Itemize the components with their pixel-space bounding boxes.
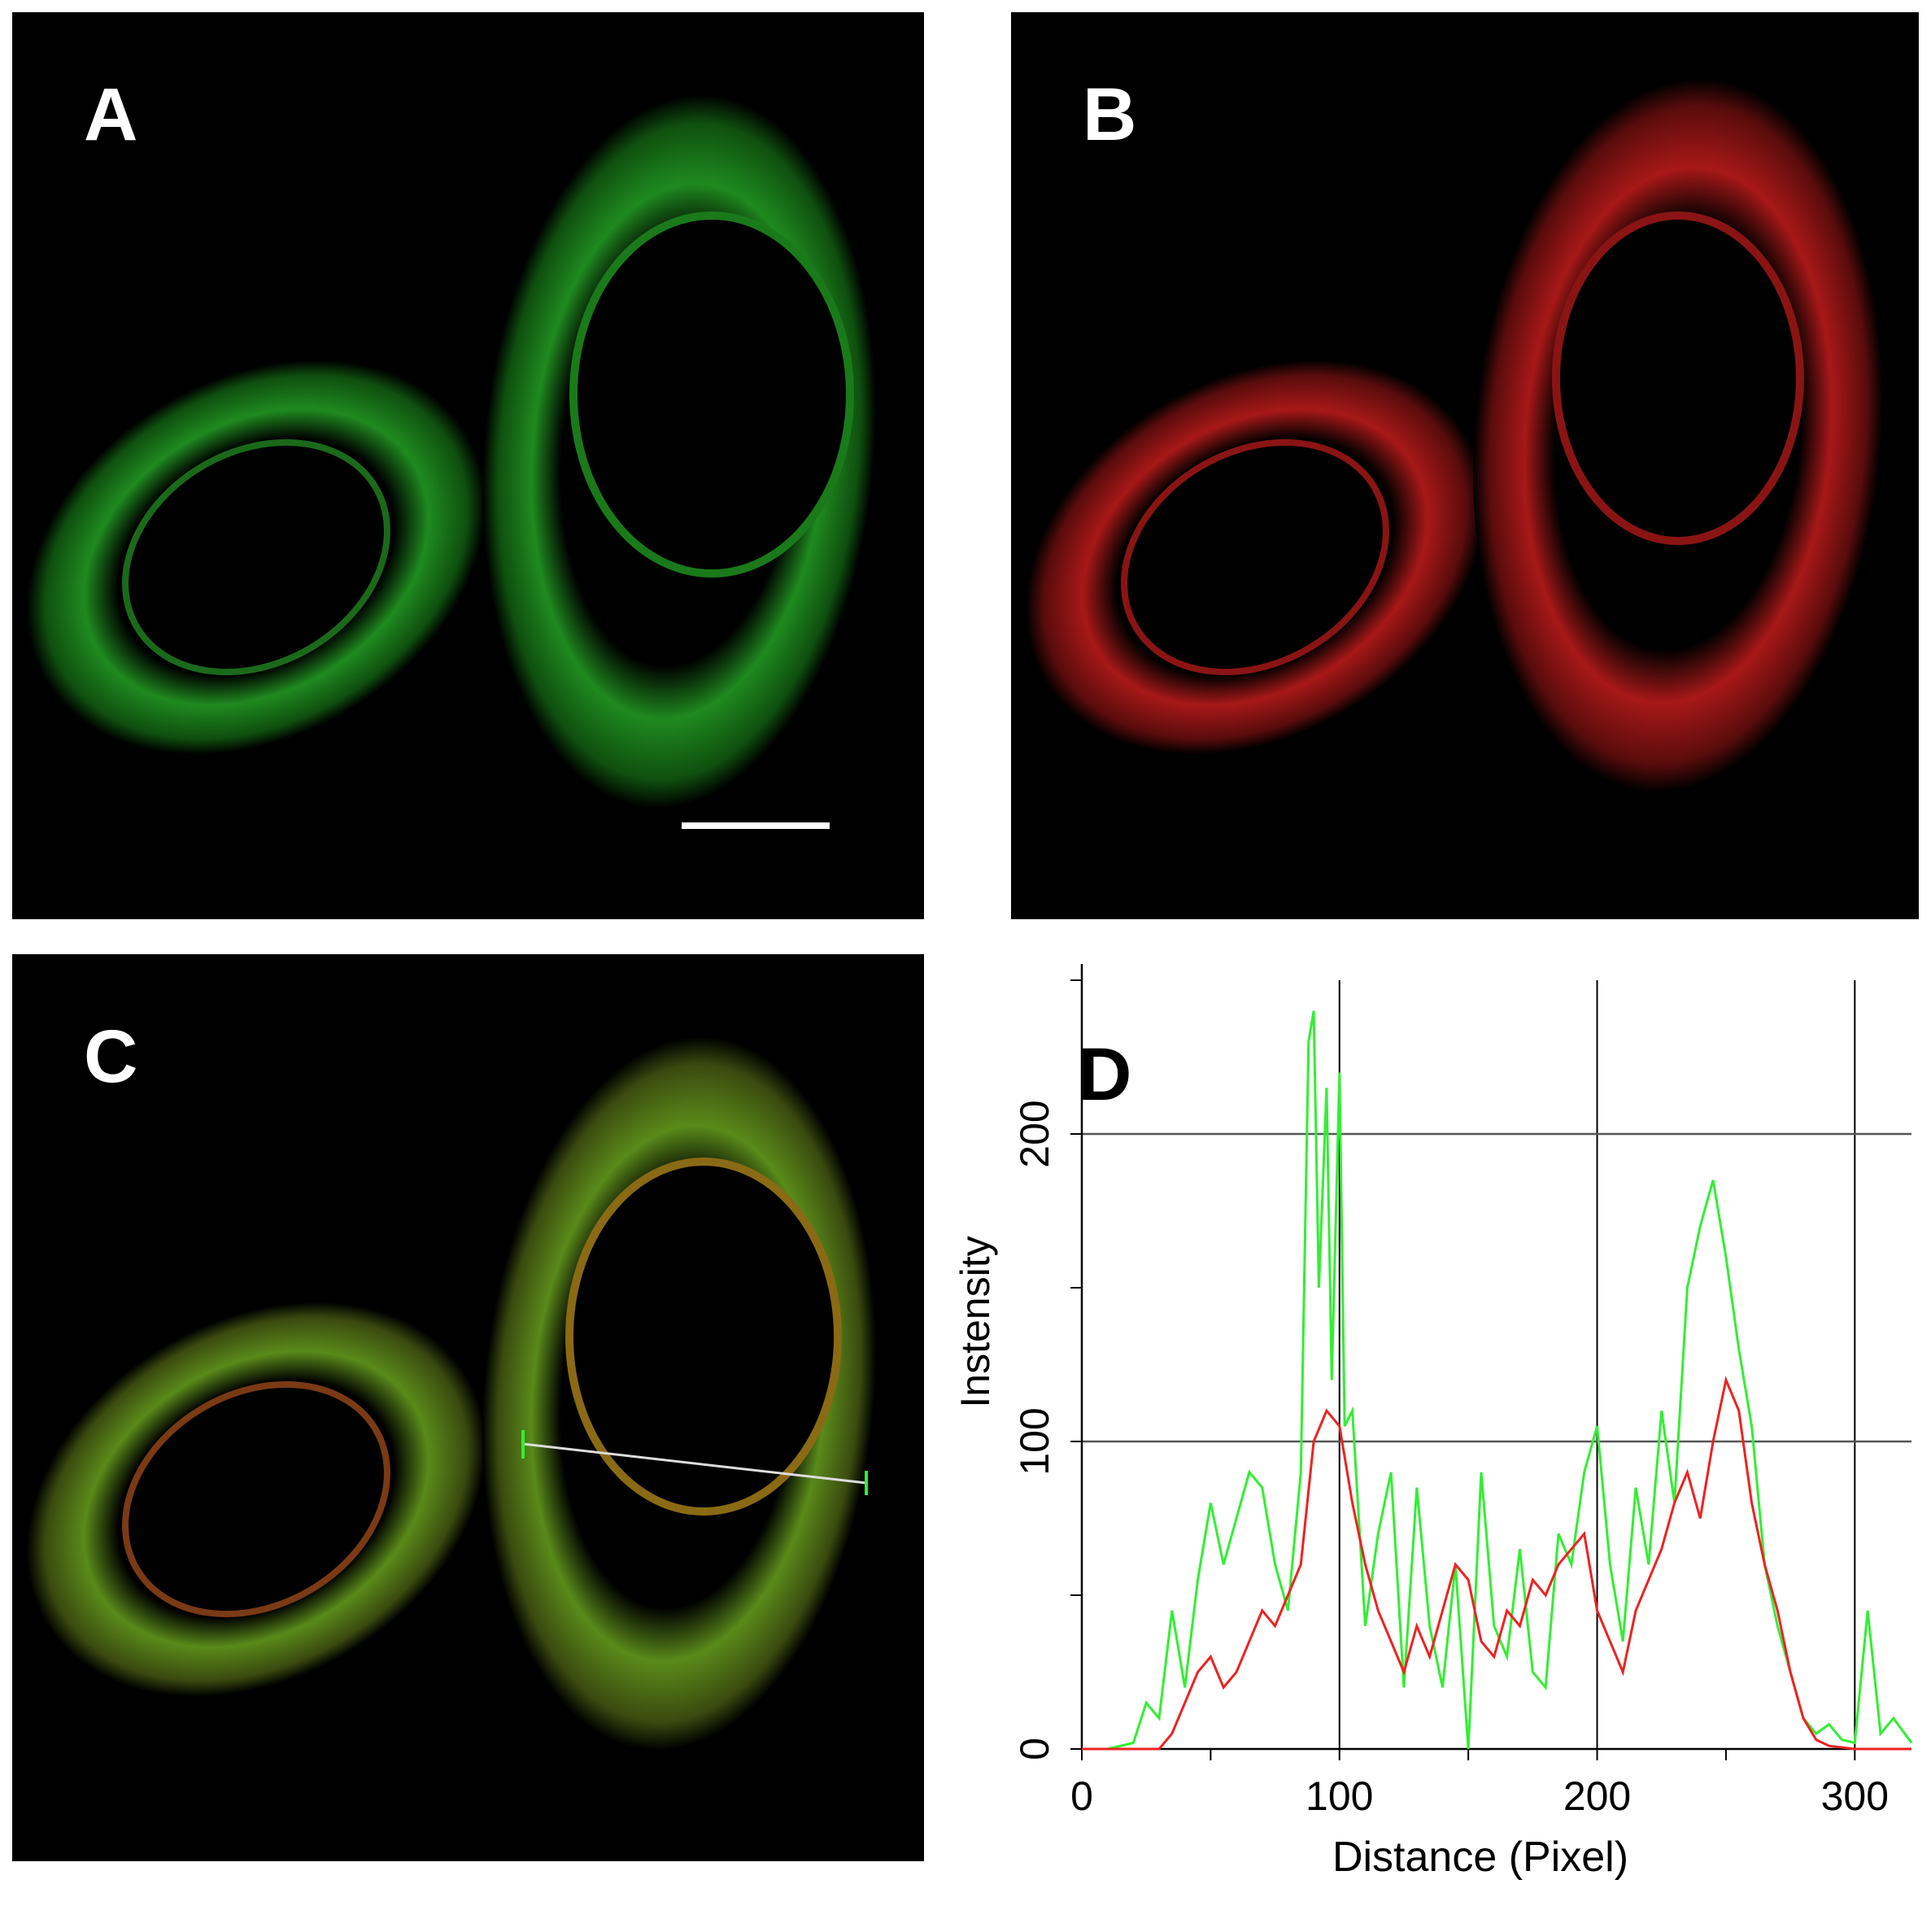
green-intensity-line: [1082, 1010, 1913, 1751]
x-axis-label: Distance (Pixel): [1332, 1834, 1628, 1881]
y-tick-label: 0: [1012, 1738, 1057, 1760]
y-tick-label: 200: [1012, 1100, 1057, 1167]
x-tick-label: 0: [1070, 1773, 1093, 1819]
x-tick-label: 100: [1305, 1773, 1373, 1819]
y-axis-label: Instensity: [952, 1236, 998, 1408]
micrograph-panel-a: A: [12, 12, 924, 919]
y-tick-label: 100: [1012, 1407, 1057, 1475]
red-intensity-line: [1082, 1376, 1911, 1751]
panel-label-b: B: [1083, 73, 1137, 156]
panel-label-c: C: [84, 1015, 138, 1098]
red-channel-image: [1025, 78, 1883, 792]
intensity-profile-plot: 0 100 200 300 0 100 200 Distance (Pixel) D Inst…: [935, 935, 1931, 1928]
line-profile-path: [522, 1442, 867, 1485]
panel-label-d: D: [1078, 1033, 1132, 1116]
x-tick-label: 300: [1821, 1773, 1889, 1819]
micrograph-panel-c: C: [12, 954, 924, 1861]
micrograph-panel-b: B: [1011, 12, 1919, 919]
panel-label-a: A: [84, 73, 138, 156]
plot-canvas: 0 100 200 300 0 100 200 Distance (Pixel): [1012, 964, 1913, 1881]
merged-channel-image: [26, 1036, 877, 1751]
green-channel-image: [26, 94, 877, 829]
x-tick-label: 200: [1563, 1773, 1631, 1819]
